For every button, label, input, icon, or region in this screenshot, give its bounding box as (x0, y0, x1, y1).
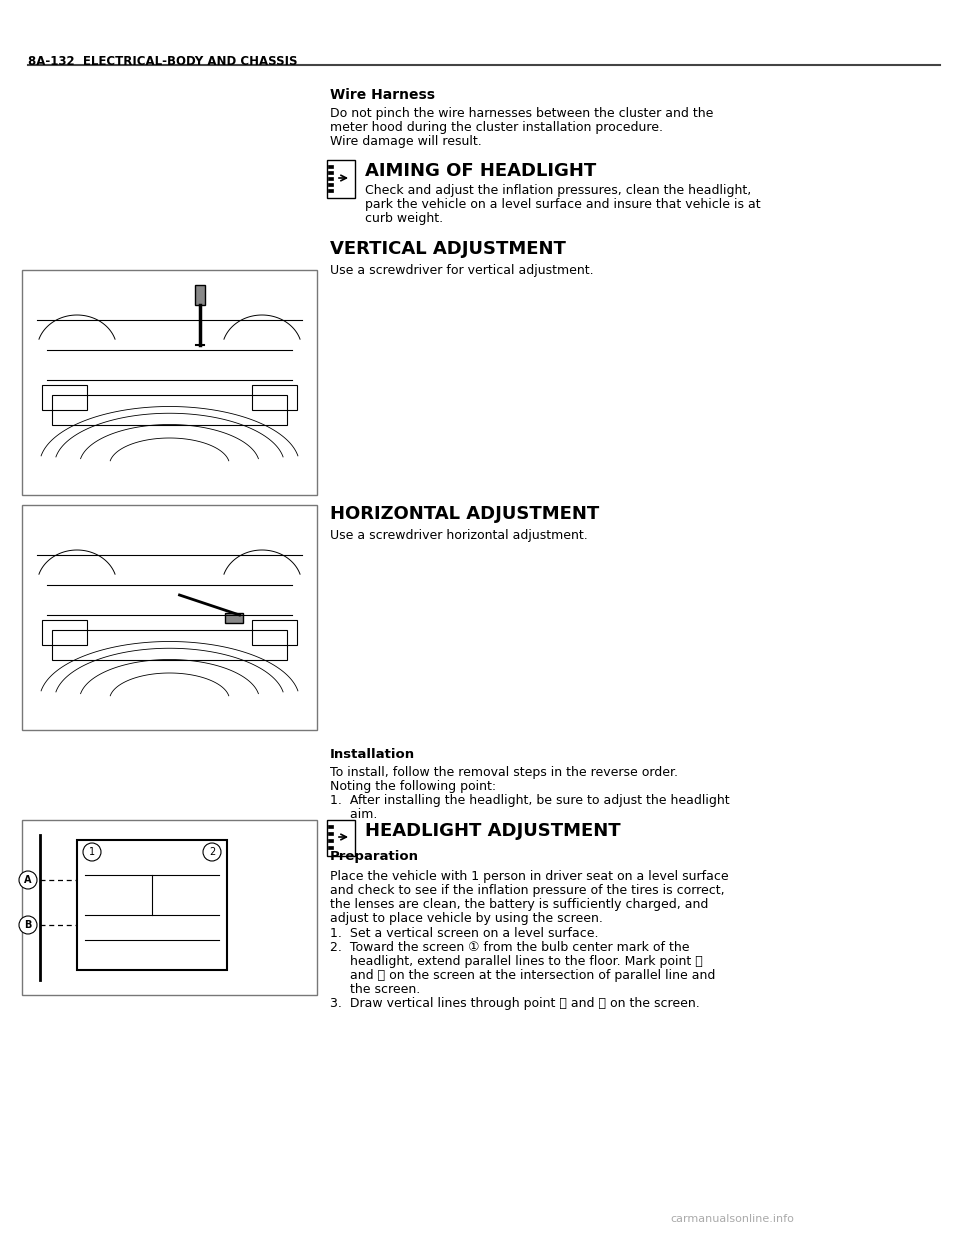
Bar (52, 395, 287, 425)
Bar (52, 630, 287, 660)
Text: Preparation: Preparation (330, 850, 419, 863)
Text: Wire Harness: Wire Harness (330, 88, 435, 102)
Text: Do not pinch the wire harnesses between the cluster and the: Do not pinch the wire harnesses between … (330, 107, 713, 120)
Text: aim.: aim. (330, 809, 377, 821)
Text: 3.  Draw vertical lines through point Ⓐ and Ⓑ on the screen.: 3. Draw vertical lines through point Ⓐ a… (330, 997, 700, 1010)
Circle shape (83, 843, 101, 861)
Bar (328, 165, 333, 168)
Text: 2.  Toward the screen ① from the bulb center mark of the: 2. Toward the screen ① from the bulb cen… (330, 941, 689, 954)
Text: the lenses are clean, the battery is sufficiently charged, and: the lenses are clean, the battery is suf… (330, 898, 708, 910)
Text: 1.  After installing the headlight, be sure to adjust the headlight: 1. After installing the headlight, be su… (330, 794, 730, 807)
Text: 2: 2 (209, 847, 215, 857)
Bar (252, 385, 297, 410)
Bar (328, 840, 333, 842)
Bar (252, 620, 297, 645)
Bar (328, 171, 333, 174)
Text: and Ⓑ on the screen at the intersection of parallel line and: and Ⓑ on the screen at the intersection … (330, 969, 715, 982)
Text: Check and adjust the inflation pressures, clean the headlight,: Check and adjust the inflation pressures… (365, 184, 752, 197)
Bar (22, 505, 317, 730)
Bar (328, 846, 333, 850)
Bar (328, 178, 333, 180)
Circle shape (19, 871, 37, 889)
Text: 1.  Set a vertical screen on a level surface.: 1. Set a vertical screen on a level surf… (330, 927, 598, 940)
Text: 1: 1 (89, 847, 95, 857)
Text: HEADLIGHT ADJUSTMENT: HEADLIGHT ADJUSTMENT (365, 822, 620, 840)
Text: B: B (24, 920, 32, 930)
Bar (22, 820, 317, 995)
Text: AIMING OF HEADLIGHT: AIMING OF HEADLIGHT (365, 161, 596, 180)
Text: meter hood during the cluster installation procedure.: meter hood during the cluster installati… (330, 120, 663, 134)
Text: curb weight.: curb weight. (365, 212, 444, 225)
Text: VERTICAL ADJUSTMENT: VERTICAL ADJUSTMENT (330, 240, 565, 258)
Bar (225, 614, 243, 623)
Circle shape (203, 843, 221, 861)
Bar (22, 270, 317, 496)
Bar (328, 832, 333, 835)
Text: headlight, extend parallel lines to the floor. Mark point Ⓐ: headlight, extend parallel lines to the … (330, 955, 703, 968)
Text: HORIZONTAL ADJUSTMENT: HORIZONTAL ADJUSTMENT (330, 505, 599, 523)
Bar (328, 183, 333, 186)
Bar (327, 160, 355, 197)
Bar (42, 385, 87, 410)
Circle shape (19, 917, 37, 934)
Bar (195, 284, 204, 306)
Text: To install, follow the removal steps in the reverse order.: To install, follow the removal steps in … (330, 766, 678, 779)
Text: Place the vehicle with 1 person in driver seat on a level surface: Place the vehicle with 1 person in drive… (330, 869, 729, 883)
Text: Noting the following point:: Noting the following point: (330, 780, 496, 792)
Bar (327, 820, 355, 856)
Text: adjust to place vehicle by using the screen.: adjust to place vehicle by using the scr… (330, 912, 603, 925)
Text: 8A-132  ELECTRICAL-BODY AND CHASSIS: 8A-132 ELECTRICAL-BODY AND CHASSIS (28, 55, 298, 68)
Text: Wire damage will result.: Wire damage will result. (330, 135, 482, 148)
Text: A: A (24, 876, 32, 886)
Text: the screen.: the screen. (330, 982, 420, 996)
Bar (328, 825, 333, 828)
Text: Use a screwdriver horizontal adjustment.: Use a screwdriver horizontal adjustment. (330, 529, 588, 542)
Bar (328, 189, 333, 193)
Text: park the vehicle on a level surface and insure that vehicle is at: park the vehicle on a level surface and … (365, 197, 760, 211)
Bar (77, 840, 227, 970)
Text: Installation: Installation (330, 748, 415, 761)
Bar (42, 620, 87, 645)
Text: Use a screwdriver for vertical adjustment.: Use a screwdriver for vertical adjustmen… (330, 265, 593, 277)
Text: carmanualsonline.info: carmanualsonline.info (670, 1213, 794, 1225)
Text: and check to see if the inflation pressure of the tires is correct,: and check to see if the inflation pressu… (330, 884, 725, 897)
